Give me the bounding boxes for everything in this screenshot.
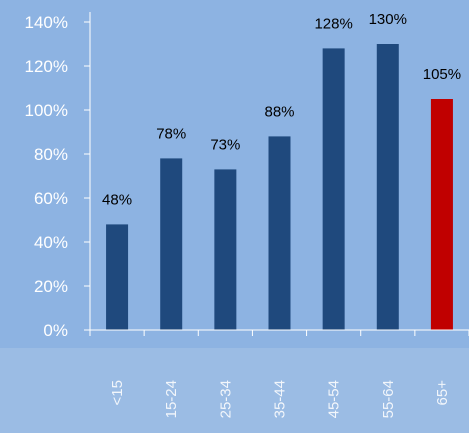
x-tick-label: 35-44 xyxy=(272,380,289,418)
x-tick-label: 15-24 xyxy=(163,380,180,418)
data-label: 73% xyxy=(210,136,240,153)
data-label: 88% xyxy=(264,103,294,120)
y-tick-label: 140% xyxy=(25,13,68,32)
y-tick-label: 80% xyxy=(34,145,68,164)
data-label: 105% xyxy=(423,66,461,83)
y-tick-label: 40% xyxy=(34,233,68,252)
x-tick-label: 45-54 xyxy=(326,380,343,418)
data-label: 78% xyxy=(156,125,186,142)
bar xyxy=(322,48,345,331)
bar xyxy=(268,136,291,330)
x-tick-label: 65+ xyxy=(434,380,451,406)
x-tick-label: 25-34 xyxy=(217,380,234,418)
y-tick-label: 20% xyxy=(34,277,68,296)
x-tick-label: 55-64 xyxy=(380,380,397,418)
chart-lower-band xyxy=(0,348,469,433)
bars-layer xyxy=(106,44,453,331)
bar xyxy=(376,44,399,330)
data-label: 130% xyxy=(369,11,407,28)
bar xyxy=(160,158,183,330)
y-tick-label: 100% xyxy=(25,101,68,120)
data-label: 128% xyxy=(314,15,352,32)
y-tick-label: 0% xyxy=(43,321,68,340)
axes-layer: 0% 20% 40% 60% 80% 100% 120% 140% <15 15-24 25-34 3… xyxy=(25,12,469,418)
y-tick-label: 60% xyxy=(34,189,68,208)
data-label: 48% xyxy=(102,191,132,208)
bar xyxy=(214,169,237,330)
y-tick-label: 120% xyxy=(25,57,68,76)
bar xyxy=(430,99,453,330)
x-tick-label: <15 xyxy=(109,380,126,405)
data-labels-layer: 48% 78% 73% 88% 128% 130% 105% xyxy=(102,11,461,208)
bar xyxy=(106,224,129,330)
